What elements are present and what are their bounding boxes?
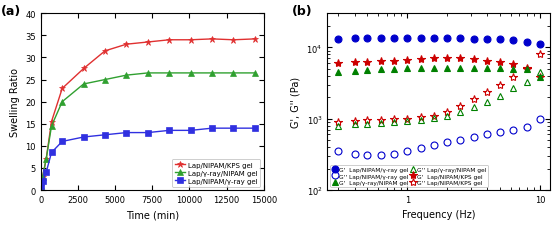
Text: (b): (b) <box>292 5 312 18</box>
Lap/γ-ray/NIPAM gel <box>166 72 172 75</box>
Lap/NIPAM/γ-ray gel <box>123 132 130 134</box>
Lap/γ-ray/NIPAM gel <box>102 79 108 81</box>
Line: Lap/γ-ray/NIPAM gel: Lap/γ-ray/NIPAM gel <box>38 71 257 189</box>
Lap/NIPAM/γ-ray gel <box>166 129 172 132</box>
Lap/γ-ray/NIPAM gel <box>39 176 46 178</box>
Lap/NIPAM/KPS gel <box>48 121 55 123</box>
Lap/γ-ray/NIPAM gel <box>43 158 49 161</box>
Lap/NIPAM/γ-ray gel <box>208 127 215 130</box>
Lap/γ-ray/NIPAM gel <box>187 72 194 75</box>
Line: Lap/NIPAM/KPS gel: Lap/NIPAM/KPS gel <box>37 36 259 189</box>
Lap/NIPAM/KPS gel <box>166 39 172 42</box>
Lap/NIPAM/γ-ray gel <box>102 134 108 137</box>
Y-axis label: Swelling Ratio: Swelling Ratio <box>10 68 20 137</box>
Lap/γ-ray/NIPAM gel <box>80 83 87 86</box>
Lap/NIPAM/γ-ray gel <box>187 129 194 132</box>
Lap/NIPAM/KPS gel <box>145 41 151 44</box>
Lap/γ-ray/NIPAM gel <box>59 101 66 104</box>
Text: (a): (a) <box>1 5 21 18</box>
Lap/NIPAM/KPS gel <box>123 44 130 46</box>
Lap/γ-ray/NIPAM gel <box>145 72 151 75</box>
Legend: Lap/NIPAM/KPS gel, Lap/γ-ray/NIPAM gel, Lap/NIPAM/γ-ray gel: Lap/NIPAM/KPS gel, Lap/γ-ray/NIPAM gel, … <box>172 159 260 187</box>
Lap/NIPAM/KPS gel <box>59 88 66 90</box>
X-axis label: Time (min): Time (min) <box>126 209 179 219</box>
Lap/NIPAM/KPS gel <box>39 176 46 178</box>
Lap/NIPAM/γ-ray gel <box>37 184 44 187</box>
Line: Lap/NIPAM/γ-ray gel: Lap/NIPAM/γ-ray gel <box>38 126 257 189</box>
Lap/NIPAM/KPS gel <box>187 39 194 42</box>
Lap/γ-ray/NIPAM gel <box>230 72 237 75</box>
Lap/γ-ray/NIPAM gel <box>123 74 130 77</box>
X-axis label: Frequency (Hz): Frequency (Hz) <box>402 209 476 219</box>
Lap/NIPAM/γ-ray gel <box>48 151 55 154</box>
Lap/NIPAM/γ-ray gel <box>230 127 237 130</box>
Lap/NIPAM/KPS gel <box>208 38 215 41</box>
Lap/γ-ray/NIPAM gel <box>251 72 258 75</box>
Lap/NIPAM/γ-ray gel <box>43 171 49 174</box>
Lap/NIPAM/KPS gel <box>43 158 49 161</box>
Y-axis label: G', G'' (Pa): G', G'' (Pa) <box>291 77 301 128</box>
Lap/NIPAM/KPS gel <box>230 39 237 42</box>
Lap/γ-ray/NIPAM gel <box>48 125 55 128</box>
Legend: G'  Lap/NIPAM/γ-ray gel, G'' Lap/NIPAM/γ-ray gel, G'  Lap/γ-ray/NIPAM gel, G'' L: G' Lap/NIPAM/γ-ray gel, G'' Lap/NIPAM/γ-… <box>330 165 489 187</box>
Lap/γ-ray/NIPAM gel <box>208 72 215 75</box>
Lap/NIPAM/KPS gel <box>251 38 258 41</box>
Lap/NIPAM/KPS gel <box>37 184 44 187</box>
Lap/NIPAM/KPS gel <box>102 50 108 53</box>
Lap/NIPAM/γ-ray gel <box>80 136 87 139</box>
Lap/NIPAM/γ-ray gel <box>59 140 66 143</box>
Lap/NIPAM/γ-ray gel <box>145 132 151 134</box>
Lap/NIPAM/KPS gel <box>80 68 87 71</box>
Lap/NIPAM/γ-ray gel <box>251 127 258 130</box>
Lap/γ-ray/NIPAM gel <box>37 184 44 187</box>
Lap/NIPAM/γ-ray gel <box>39 180 46 183</box>
